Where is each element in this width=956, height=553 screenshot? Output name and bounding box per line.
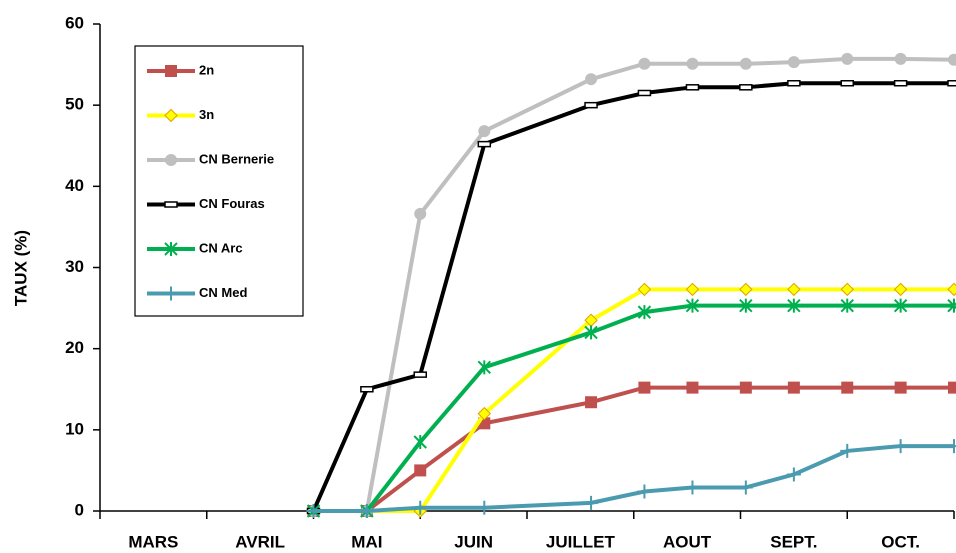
marker — [413, 500, 428, 515]
legend-box — [134, 45, 304, 317]
x-tick-label: MARS — [128, 532, 178, 551]
marker — [840, 282, 854, 297]
y-tick-label: 40 — [65, 176, 84, 195]
marker — [306, 504, 321, 518]
marker — [585, 73, 598, 86]
marker — [638, 381, 651, 394]
marker — [413, 371, 427, 378]
marker — [164, 286, 178, 301]
marker — [739, 381, 752, 394]
marker — [841, 52, 854, 65]
marker — [477, 500, 492, 515]
marker — [165, 154, 177, 166]
x-tick-label: MAI — [351, 532, 382, 551]
x-tick-label: AVRIL — [235, 532, 285, 551]
marker — [893, 439, 908, 454]
marker — [893, 298, 908, 313]
x-tick-label: OCT. — [881, 532, 920, 551]
marker — [787, 56, 800, 69]
legend-label: 3n — [199, 107, 214, 122]
marker — [414, 207, 427, 220]
marker — [787, 282, 801, 297]
marker — [840, 443, 855, 458]
marker — [739, 282, 753, 297]
marker — [894, 381, 907, 394]
marker — [584, 101, 598, 109]
marker — [685, 84, 700, 91]
series-line — [313, 56, 955, 513]
legend-label: 2n — [199, 62, 214, 77]
marker — [585, 396, 598, 409]
y-tick-label: 10 — [65, 419, 84, 438]
marker — [893, 80, 908, 87]
marker — [841, 381, 854, 394]
marker — [685, 480, 700, 495]
marker — [359, 504, 374, 518]
series-line — [313, 287, 954, 513]
series-line — [311, 81, 954, 512]
marker — [477, 406, 492, 421]
marker — [948, 53, 956, 66]
legend-label: CN Bernerie — [199, 151, 274, 166]
marker — [948, 381, 956, 394]
x-tick-label: JUILLET — [546, 532, 616, 551]
marker — [739, 57, 752, 70]
series-line — [313, 385, 954, 513]
marker — [894, 52, 907, 65]
marker — [786, 467, 801, 482]
marker — [477, 360, 492, 375]
marker — [637, 89, 652, 97]
marker — [413, 435, 427, 450]
marker — [637, 305, 652, 320]
x-tick-label: SEPT. — [770, 532, 817, 551]
marker — [840, 80, 854, 87]
series-line — [313, 303, 954, 513]
marker — [164, 108, 178, 123]
marker — [164, 242, 178, 256]
marker — [840, 298, 854, 313]
marker — [477, 140, 492, 148]
y-axis-label: TAUX (%) — [11, 230, 30, 306]
marker — [738, 480, 753, 495]
series-line — [313, 444, 954, 513]
x-tick-label: JUIN — [454, 532, 493, 551]
marker — [787, 80, 801, 87]
marker — [739, 84, 753, 91]
marker — [478, 125, 491, 138]
marker — [637, 484, 652, 499]
marker — [947, 282, 956, 297]
marker — [686, 381, 699, 394]
marker — [360, 386, 374, 393]
marker — [947, 80, 956, 87]
x-tick-label: AOUT — [663, 532, 712, 551]
marker — [638, 57, 651, 70]
marker — [787, 298, 801, 313]
y-tick-label: 60 — [65, 13, 84, 32]
y-tick-label: 0 — [75, 500, 84, 519]
y-tick-label: 20 — [65, 338, 84, 357]
marker — [686, 57, 699, 70]
marker — [414, 464, 427, 477]
marker — [893, 282, 908, 297]
legend-label: CN Arc — [199, 240, 243, 255]
marker — [787, 381, 800, 394]
marker — [739, 298, 753, 313]
y-tick-label: 50 — [65, 95, 84, 114]
marker — [164, 201, 178, 208]
marker — [685, 298, 700, 313]
y-tick-label: 30 — [65, 257, 84, 276]
marker — [685, 282, 700, 297]
legend-label: CN Fouras — [199, 196, 265, 211]
marker — [584, 325, 598, 340]
marker — [584, 495, 599, 510]
marker — [947, 439, 956, 454]
marker — [637, 282, 652, 297]
marker — [165, 65, 177, 77]
marker — [947, 298, 956, 313]
legend-label: CN Med — [199, 285, 247, 300]
